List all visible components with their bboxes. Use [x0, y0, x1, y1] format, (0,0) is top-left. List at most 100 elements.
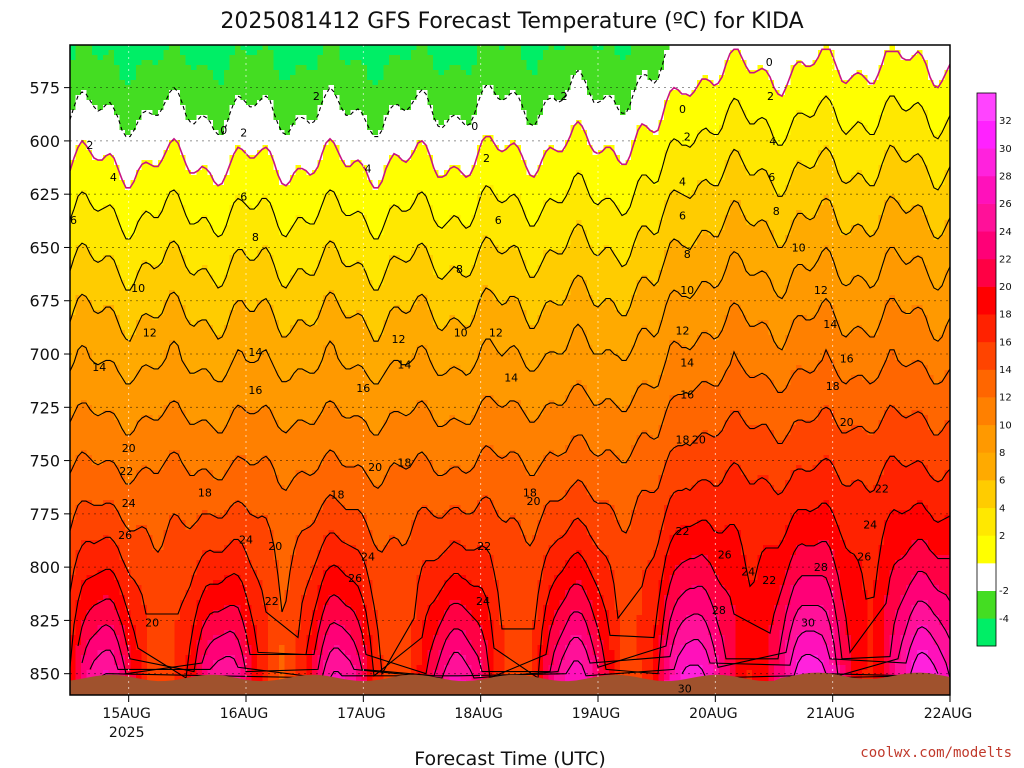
- heatmap-cell: [141, 375, 148, 381]
- heatmap-cell: [103, 495, 110, 501]
- heatmap-cell: [92, 265, 99, 271]
- heatmap-cell: [207, 520, 214, 526]
- heatmap-cell: [97, 485, 104, 491]
- heatmap-cell: [218, 585, 225, 591]
- heatmap-cell: [114, 330, 121, 336]
- heatmap-cell: [70, 220, 77, 226]
- heatmap-cell: [130, 275, 137, 281]
- heatmap-cell: [108, 195, 115, 201]
- heatmap-cell: [152, 600, 159, 606]
- heatmap-cell: [262, 270, 269, 276]
- heatmap-cell: [169, 605, 176, 611]
- heatmap-cell: [125, 575, 132, 581]
- heatmap-cell: [108, 660, 115, 666]
- heatmap-cell: [163, 445, 170, 451]
- heatmap-cell: [75, 450, 82, 456]
- heatmap-cell: [130, 520, 137, 526]
- heatmap-cell: [174, 90, 181, 96]
- heatmap-cell: [86, 385, 93, 391]
- heatmap-cell: [218, 300, 225, 306]
- heatmap-cell: [152, 280, 159, 286]
- heatmap-cell: [169, 565, 176, 571]
- heatmap-cell: [246, 115, 253, 121]
- heatmap-cell: [81, 460, 88, 466]
- heatmap-cell: [180, 175, 187, 181]
- heatmap-cell: [136, 60, 143, 66]
- heatmap-cell: [174, 675, 181, 681]
- heatmap-cell: [103, 260, 110, 266]
- heatmap-cell: [213, 655, 220, 661]
- heatmap-cell: [251, 145, 258, 151]
- heatmap-cell: [141, 280, 148, 286]
- heatmap-cell: [97, 335, 104, 341]
- heatmap-cell: [130, 190, 137, 196]
- heatmap-cell: [180, 100, 187, 106]
- heatmap-cell: [147, 45, 154, 51]
- heatmap-cell: [268, 395, 275, 401]
- heatmap-cell: [125, 180, 132, 186]
- heatmap-cell: [174, 540, 181, 546]
- heatmap-cell: [196, 60, 203, 66]
- heatmap-cell: [81, 340, 88, 346]
- heatmap-cell: [70, 595, 77, 601]
- heatmap-cell: [119, 570, 126, 576]
- heatmap-cell: [268, 630, 275, 636]
- heatmap-cell: [246, 335, 253, 341]
- heatmap-cell: [262, 240, 269, 246]
- heatmap-cell: [158, 440, 165, 446]
- heatmap-cell: [224, 400, 231, 406]
- heatmap-cell: [279, 90, 286, 96]
- heatmap-cell: [235, 640, 242, 646]
- heatmap-cell: [240, 235, 247, 241]
- heatmap-cell: [240, 400, 247, 406]
- heatmap-cell: [224, 255, 231, 261]
- heatmap-cell: [196, 370, 203, 376]
- heatmap-cell: [125, 635, 132, 641]
- heatmap-cell: [119, 220, 126, 226]
- heatmap-cell: [70, 640, 77, 646]
- heatmap-cell: [119, 520, 126, 526]
- heatmap-cell: [240, 135, 247, 141]
- heatmap-cell: [268, 285, 275, 291]
- heatmap-cell: [174, 120, 181, 126]
- heatmap-cell: [75, 235, 82, 241]
- heatmap-cell: [246, 135, 253, 141]
- heatmap-cell: [268, 560, 275, 566]
- heatmap-cell: [114, 335, 121, 341]
- heatmap-cell: [213, 495, 220, 501]
- heatmap-cell: [207, 275, 214, 281]
- heatmap-cell: [218, 285, 225, 291]
- heatmap-cell: [268, 500, 275, 506]
- heatmap-cell: [108, 165, 115, 171]
- heatmap-cell: [191, 220, 198, 226]
- heatmap-cell: [257, 455, 264, 461]
- heatmap-cell: [141, 265, 148, 271]
- heatmap-cell: [218, 375, 225, 381]
- heatmap-cell: [130, 120, 137, 126]
- heatmap-cell: [257, 255, 264, 261]
- heatmap-cell: [97, 290, 104, 296]
- heatmap-cell: [180, 270, 187, 276]
- heatmap-cell: [235, 150, 242, 156]
- heatmap-cell: [180, 620, 187, 626]
- heatmap-cell: [125, 625, 132, 631]
- heatmap-cell: [108, 525, 115, 531]
- heatmap-cell: [86, 645, 93, 651]
- heatmap-cell: [92, 175, 99, 181]
- heatmap-cell: [229, 645, 236, 651]
- heatmap-cell: [97, 70, 104, 76]
- heatmap-cell: [273, 425, 280, 431]
- heatmap-cell: [273, 190, 280, 196]
- heatmap-cell: [229, 215, 236, 221]
- heatmap-cell: [185, 510, 192, 516]
- heatmap-cell: [262, 655, 269, 661]
- heatmap-cell: [202, 590, 209, 596]
- heatmap-cell: [262, 630, 269, 636]
- heatmap-cell: [103, 350, 110, 356]
- heatmap-cell: [180, 635, 187, 641]
- heatmap-cell: [246, 280, 253, 286]
- heatmap-cell: [125, 600, 132, 606]
- heatmap-cell: [202, 540, 209, 546]
- heatmap-cell: [81, 660, 88, 666]
- heatmap-cell: [75, 555, 82, 561]
